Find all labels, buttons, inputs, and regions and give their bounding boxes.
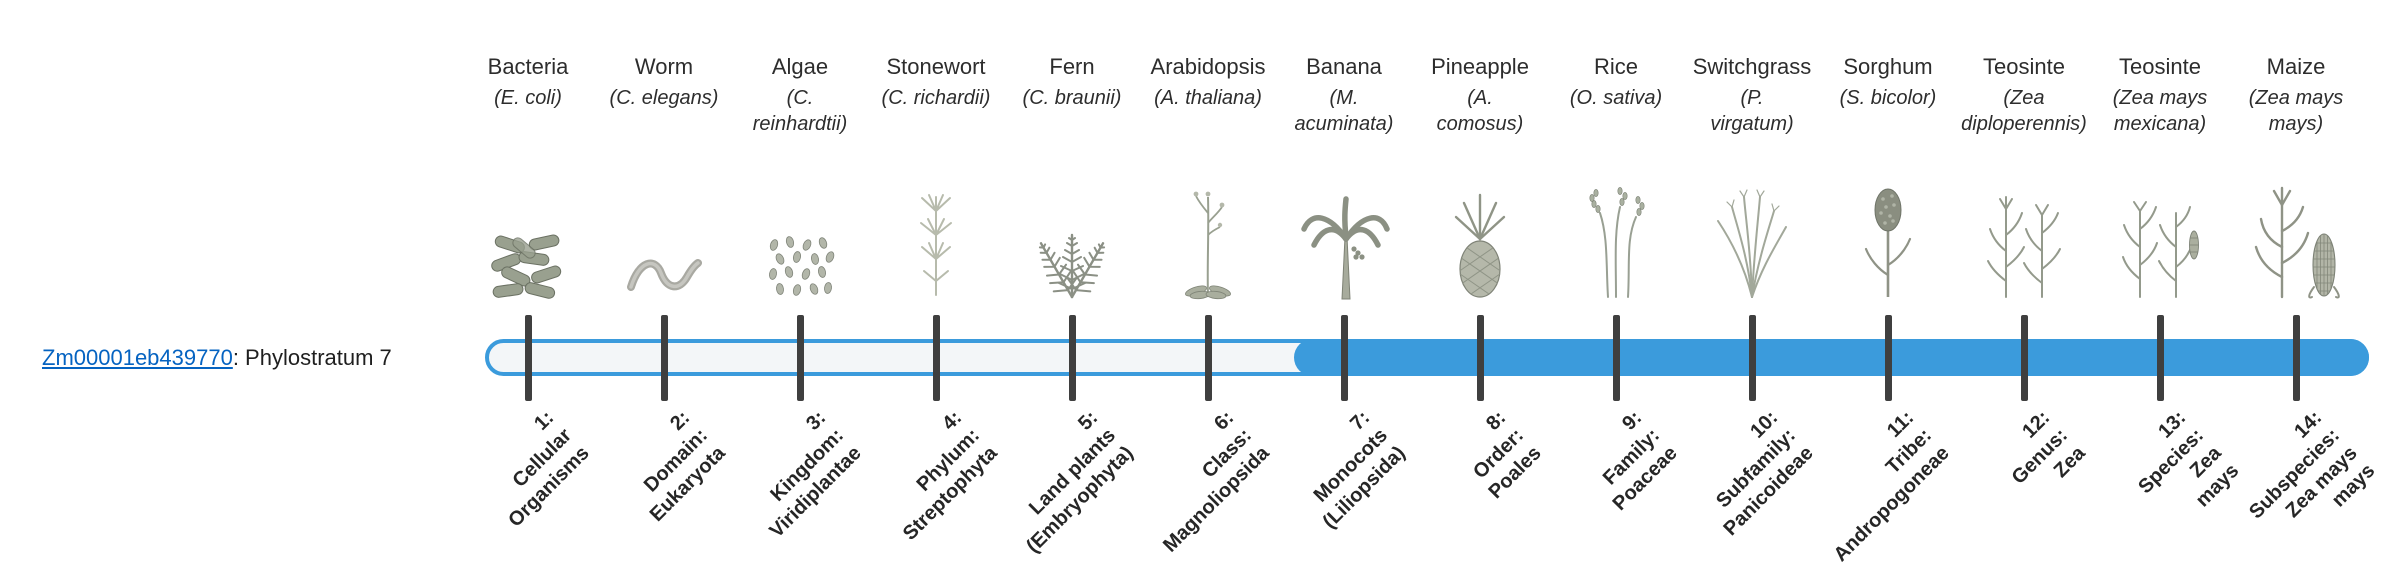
gene-label: Zm00001eb439770: Phylostratum 7 bbox=[42, 345, 392, 371]
organism-scientific-name: (C. reinhardtii) bbox=[752, 87, 848, 135]
organism-column: Sorghum (S. bicolor) bbox=[1820, 52, 1956, 301]
gene-phylostratum-text: : Phylostratum 7 bbox=[232, 345, 392, 370]
pineapple-icon bbox=[1448, 149, 1512, 301]
banana-icon bbox=[1298, 149, 1390, 301]
organism-scientific-name: (M. acuminata) bbox=[1294, 87, 1394, 135]
phylostratum-tick-3 bbox=[797, 315, 804, 401]
teosinte-diploperennis-icon bbox=[1978, 149, 2070, 301]
organism-column: Algae (C. reinhardtii) bbox=[732, 52, 868, 301]
phylostratum-tick-14 bbox=[2293, 315, 2300, 401]
organism-column: Maize (Zea mays mays) bbox=[2228, 52, 2364, 301]
organism-scientific-name: (Zea mays mays) bbox=[2248, 87, 2344, 135]
switchgrass-icon bbox=[1708, 149, 1796, 301]
organism-scientific-name: (C. elegans) bbox=[609, 87, 719, 109]
phylostratum-tick-4 bbox=[933, 315, 940, 401]
organism-columns: Bacteria (E. coli) bbox=[460, 52, 2364, 301]
organism-common-name: Bacteria bbox=[487, 54, 569, 79]
phylostratum-tick-5 bbox=[1069, 315, 1076, 401]
organism-scientific-name: (Zea diploperennis) bbox=[1961, 87, 2087, 135]
organism-column: Banana (M. acuminata) bbox=[1276, 52, 1412, 301]
phylostratum-bar-fill bbox=[1294, 339, 2369, 376]
organism-scientific-name: (S. bicolor) bbox=[1839, 87, 1937, 109]
organism-common-name: Worm bbox=[634, 54, 694, 79]
phylostratum-tick-7 bbox=[1341, 315, 1348, 401]
organism-scientific-name: (C. richardii) bbox=[881, 87, 991, 109]
phylostratum-tick-9 bbox=[1613, 315, 1620, 401]
organism-column: Bacteria (E. coli) bbox=[460, 52, 596, 301]
organism-column: Pineapple (A. comosus) bbox=[1412, 52, 1548, 301]
phylostratum-tick-13 bbox=[2157, 315, 2164, 401]
organism-column: Stonewort (C. richardii) bbox=[868, 52, 1004, 301]
organism-column: Switchgrass (P. virgatum) bbox=[1684, 52, 1820, 301]
organism-column: Fern (C. braunii) bbox=[1004, 52, 1140, 301]
organism-column: Rice (O. sativa) bbox=[1548, 52, 1684, 301]
organism-common-name: Pineapple bbox=[1431, 54, 1529, 79]
sorghum-icon bbox=[1856, 149, 1920, 301]
organism-scientific-name: (E. coli) bbox=[494, 87, 562, 109]
organism-common-name: Stonewort bbox=[886, 54, 986, 79]
phylostratum-tick-10 bbox=[1749, 315, 1756, 401]
fern-icon bbox=[1024, 149, 1120, 301]
phylostratum-tick-11 bbox=[1885, 315, 1892, 401]
maize-icon bbox=[2248, 149, 2344, 301]
arabidopsis-icon bbox=[1176, 149, 1240, 301]
gene-id-link[interactable]: Zm00001eb439770 bbox=[42, 345, 233, 370]
teosinte-mexicana-icon bbox=[2114, 149, 2206, 301]
organism-common-name: Switchgrass bbox=[1692, 54, 1812, 79]
phylostratum-tick-8 bbox=[1477, 315, 1484, 401]
organism-common-name: Teosinte bbox=[2119, 54, 2201, 79]
organism-scientific-name: (Zea mays mexicana) bbox=[2112, 87, 2208, 135]
phylostratum-tick-6 bbox=[1205, 315, 1212, 401]
organism-scientific-name: (P. virgatum) bbox=[1710, 87, 1794, 135]
stratum-label: 14: Subspecies: Zea mays mays bbox=[2245, 406, 2380, 524]
organism-common-name: Sorghum bbox=[1843, 54, 1933, 79]
organism-scientific-name: (C. braunii) bbox=[1022, 87, 1122, 109]
organism-column: Worm (C. elegans) bbox=[596, 52, 732, 301]
organism-common-name: Algae bbox=[771, 54, 829, 79]
organism-scientific-name: (A. comosus) bbox=[1436, 87, 1524, 135]
organism-common-name: Banana bbox=[1306, 54, 1382, 79]
stonewort-icon bbox=[908, 149, 964, 301]
algae-icon bbox=[764, 149, 836, 301]
organism-common-name: Fern bbox=[1049, 54, 1095, 79]
phylostratum-tick-2 bbox=[661, 315, 668, 401]
organism-scientific-name: (O. sativa) bbox=[1569, 87, 1663, 109]
organism-column: Arabidopsis (A. thaliana) bbox=[1140, 52, 1276, 301]
organism-common-name: Maize bbox=[2266, 54, 2326, 79]
organism-column: Teosinte (Zea diploperennis) bbox=[1956, 52, 2092, 301]
worm-icon bbox=[625, 149, 703, 301]
phylostratum-tick-12 bbox=[2021, 315, 2028, 401]
rice-icon bbox=[1578, 149, 1654, 301]
organism-common-name: Arabidopsis bbox=[1150, 54, 1266, 79]
organism-common-name: Teosinte bbox=[1983, 54, 2065, 79]
phylostratum-tick-1 bbox=[525, 315, 532, 401]
bacteria-icon bbox=[489, 149, 567, 301]
organism-common-name: Rice bbox=[1593, 54, 1638, 79]
organism-column: Teosinte (Zea mays mexicana) bbox=[2092, 52, 2228, 301]
organism-scientific-name: (A. thaliana) bbox=[1154, 87, 1262, 109]
